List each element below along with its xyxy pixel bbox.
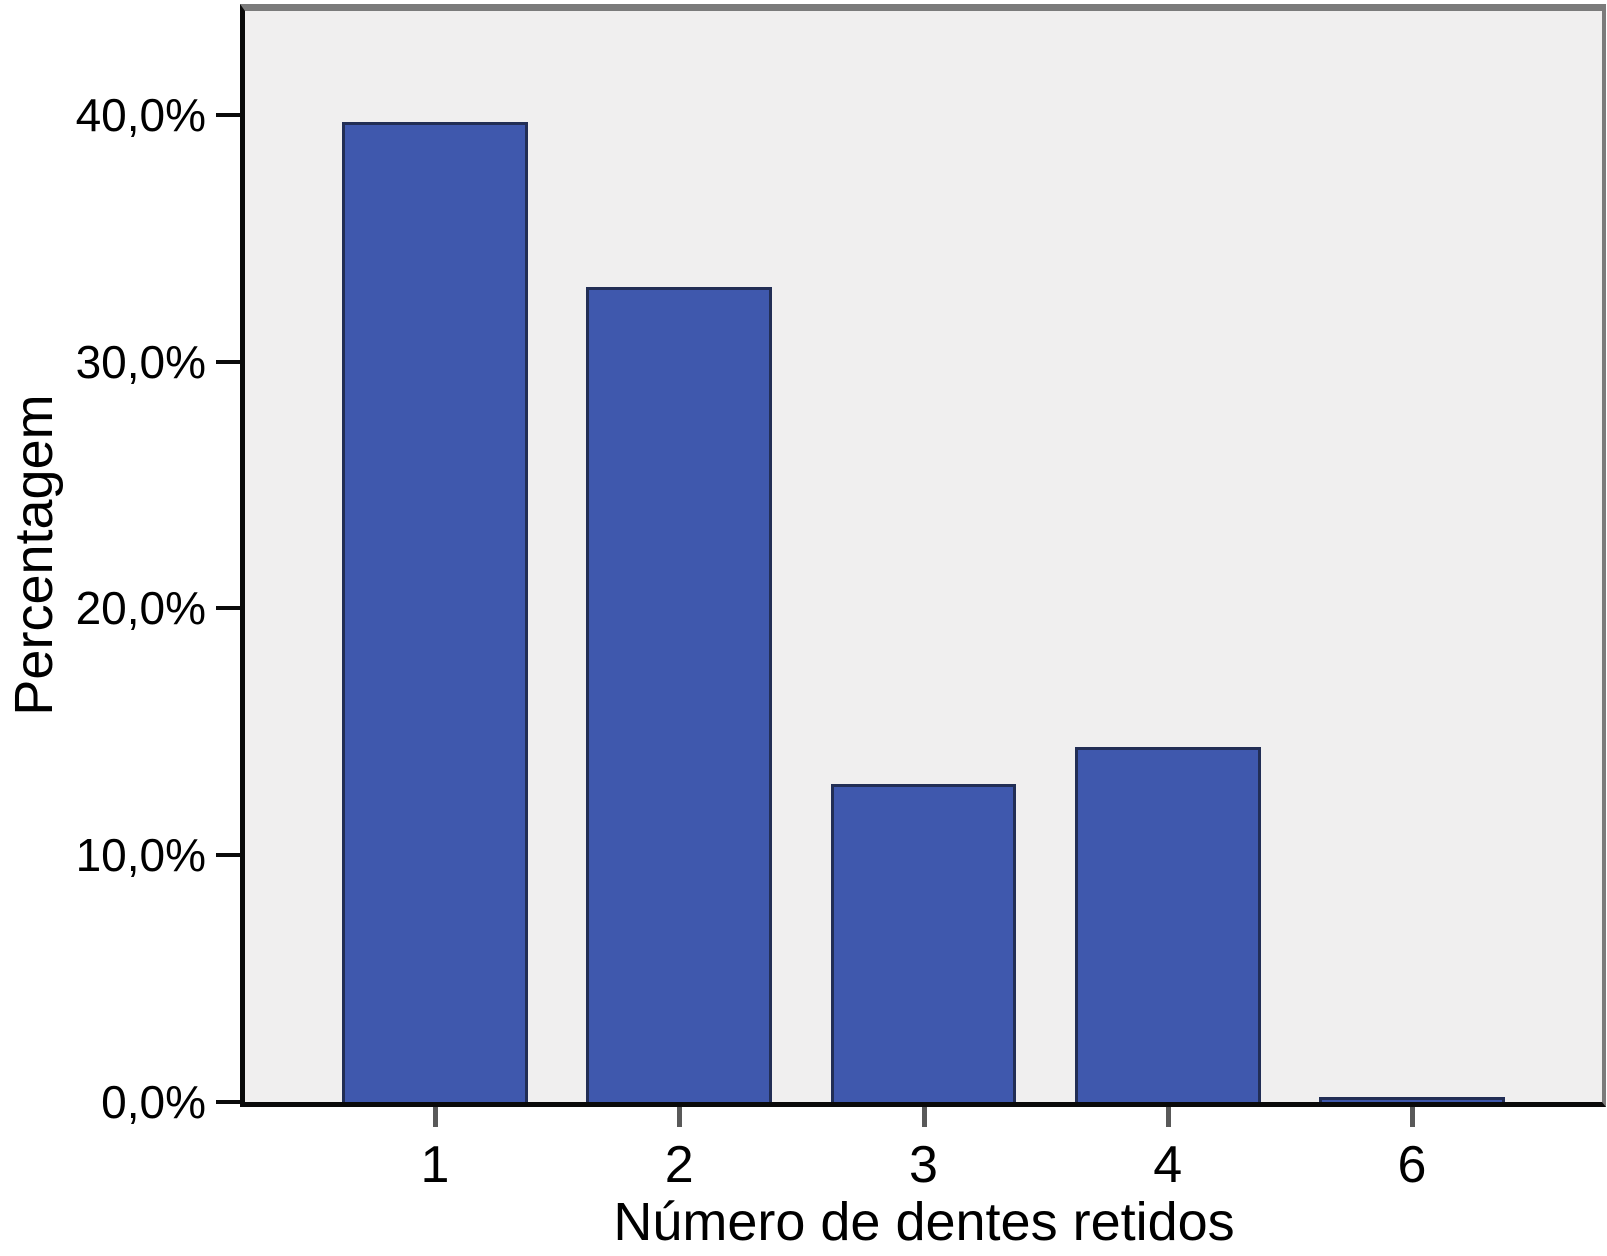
y-tick-label-20: 20,0% [75,582,206,635]
y-tick-0 [216,1100,242,1104]
y-tick-label-0: 0,0% [101,1076,206,1128]
x-tick-label-2: 2 [664,1136,694,1194]
y-tick-label-30: 30,0% [75,335,206,388]
x-tick-1 [432,1107,438,1127]
y-tick-label-10: 10,0% [75,829,206,882]
x-tick-label-1: 1 [420,1136,450,1194]
y-tick-40 [216,112,242,117]
bar-category-2 [586,287,773,1102]
x-tick-label-4: 4 [1153,1136,1183,1194]
x-tick-2 [677,1107,683,1127]
x-tick-3 [921,1107,927,1127]
bar-category-3 [830,783,1017,1102]
bar-category-1 [342,122,528,1102]
y-tick-30 [216,359,242,364]
x-tick-6 [1410,1107,1416,1127]
y-tick-10 [216,853,242,858]
bar-category-4 [1074,746,1261,1102]
bar-category-6 [1319,1097,1505,1102]
x-tick-4 [1165,1107,1171,1127]
x-axis-title: Número de dentes retidos [613,1192,1235,1252]
x-tick-label-3: 3 [909,1136,938,1194]
x-tick-label-6: 6 [1397,1136,1427,1194]
y-tick-label-40: 40,0% [75,88,206,141]
y-tick-20 [216,606,242,611]
plot-area [240,4,1606,1107]
